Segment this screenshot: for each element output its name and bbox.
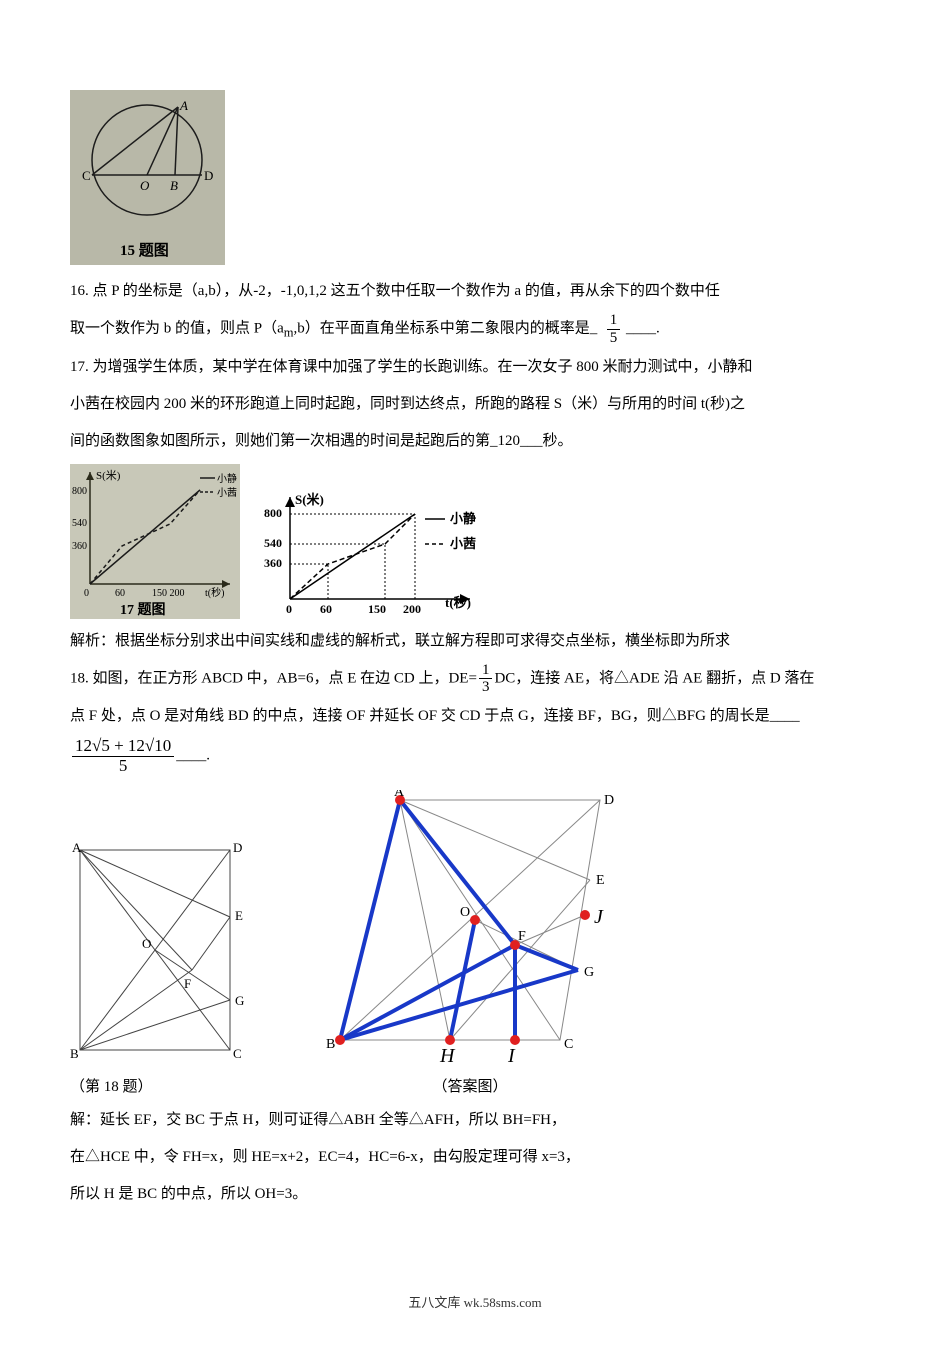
q17-pre: 间的函数图象如图所示，则她们第一次相遇的时间是起跑后的第 (70, 433, 490, 449)
scan-ylabel: S(米) (96, 469, 121, 482)
q16-answer-frac: 1 5 (607, 312, 621, 346)
q16-text-mid: ,b）在平面直角坐标系中第二象限内的概率是_ (294, 320, 598, 336)
fig-e: E (235, 908, 243, 923)
ans-g: G (584, 965, 594, 980)
page-footer: 五八文库 wk.58sms.com (0, 1292, 950, 1311)
fig-c: C (233, 1046, 242, 1061)
q18-pre: 18. 如图，在正方形 ABCD 中，AB=6，点 E 在边 CD 上，DE= (70, 670, 477, 686)
scan-x0: 0 (84, 588, 89, 599)
q18-ans-post: ____. (176, 748, 210, 764)
q18-caption-right: （答案图） (320, 1075, 620, 1096)
q18-ans-svg: A D B C E G F O H I J (320, 790, 620, 1070)
q18-sol-c: 所以 H 是 BC 的中点，所以 OH=3。 (70, 1178, 880, 1211)
q17-answer: _120___ (490, 433, 543, 449)
fig-f: F (184, 976, 191, 991)
q17-line2: 小茜在校园内 200 米的环形跑道上同时起跑，同时到达终点，所跑的路程 S（米）… (70, 388, 880, 421)
q17-graph-scan: S(米) 800 540 360 0 60 150 200 t(秒) 小静 小茜… (70, 464, 240, 619)
scan-x150: 150 200 (152, 588, 185, 599)
clear-xlabel: t(秒) (445, 595, 471, 610)
scan-x60: 60 (115, 588, 125, 599)
ans-d: D (604, 793, 614, 808)
q16-line2: 取一个数作为 b 的值，则点 P（am,b）在平面直角坐标系中第二象限内的概率是… (70, 312, 880, 347)
q16-line1: 16. 点 P 的坐标是（a,b），从-2，-1,0,1,2 这五个数中任取一个… (70, 275, 880, 308)
q16-text-pre: 取一个数作为 b 的值，则点 P（a (70, 320, 284, 336)
ans-c: C (564, 1037, 573, 1052)
q18-sol-a: 解：延长 EF，交 BC 于点 H，则可证得△ABH 全等△AFH，所以 BH=… (70, 1104, 880, 1137)
ans-h: H (439, 1045, 456, 1067)
q18-line2: 点 F 处，点 O 是对角线 BD 的中点，连接 OF 并延长 OF 交 CD … (70, 700, 880, 733)
q16-sub: m (284, 325, 294, 339)
fig-b: B (70, 1046, 79, 1061)
fig-a: A (72, 840, 82, 855)
clear-ylabel: S(米) (295, 492, 324, 507)
q18-sol-b: 在△HCE 中，令 FH=x，则 HE=x+2，EC=4，HC=6-x，由勾股定… (70, 1141, 880, 1174)
q15-caption: 15 题图 (120, 242, 169, 259)
fig-o: O (142, 936, 151, 951)
label-d: D (204, 168, 213, 183)
scan-y540: 540 (72, 518, 87, 529)
q18-ans-num: 12√5 + 12√10 (72, 737, 174, 757)
ans-f: F (518, 929, 526, 944)
ans-i: I (507, 1045, 516, 1067)
scan-y800: 800 (72, 486, 87, 497)
ans-j: J (594, 906, 604, 928)
q17-explain: 解析：根据坐标分别求出中间实线和虚线的解析式，联立解方程即可求得交点坐标，横坐标… (70, 625, 880, 658)
q17-post: 秒。 (543, 433, 573, 449)
clear-x60: 60 (320, 602, 332, 616)
q16-ans-num: 1 (607, 312, 621, 330)
q18-figures: A D B C E G F O (70, 790, 880, 1070)
label-a: A (179, 98, 188, 113)
q18-fig-right: A D B C E G F O H I J (320, 790, 620, 1070)
scan-leg2: 小茜 (217, 487, 237, 499)
clear-x200: 200 (403, 602, 421, 616)
q18-frac-num: 1 (479, 662, 493, 680)
q18-line1: 18. 如图，在正方形 ABCD 中，AB=6，点 E 在边 CD 上，DE= … (70, 662, 880, 696)
q18-frac: 1 3 (479, 662, 493, 696)
clear-leg1: 小静 (450, 511, 476, 526)
q17-line3: 间的函数图象如图所示，则她们第一次相遇的时间是起跑后的第_120___秒。 (70, 425, 880, 458)
clear-leg2: 小茜 (450, 536, 476, 551)
q16-post: ____. (626, 320, 660, 336)
q15-svg: C D O B A 15 题图 (70, 90, 225, 265)
q18-fig-svg: A D B C E G F O (70, 840, 280, 1070)
ans-e: E (596, 873, 605, 888)
q18-answer-line: 12√5 + 12√10 5 ____. (70, 737, 880, 775)
clear-y360: 360 (264, 556, 282, 570)
scan-caption: 17 题图 (120, 602, 166, 618)
fig-d: D (233, 840, 242, 855)
q18-post1: DC，连接 AE，将△ADE 沿 AE 翻折，点 D 落在 (494, 670, 814, 686)
scan-leg1: 小静 (217, 472, 237, 485)
q18-caption-left: （第 18 题） (70, 1075, 280, 1096)
clear-y540: 540 (264, 536, 282, 550)
label-c: C (82, 168, 91, 183)
ans-o: O (460, 905, 470, 920)
q18-frac-den: 3 (479, 679, 493, 696)
clear-y800: 800 (264, 506, 282, 520)
fig-g: G (235, 993, 244, 1008)
q15-figure: C D O B A 15 题图 (70, 90, 225, 265)
q16-ans-den: 5 (607, 330, 621, 347)
ans-b: B (326, 1037, 335, 1052)
q17-scan-svg: S(米) 800 540 360 0 60 150 200 t(秒) 小静 小茜… (70, 464, 240, 619)
label-o: O (140, 178, 150, 193)
scan-y360: 360 (72, 541, 87, 552)
q18-captions: （第 18 题） （答案图） (70, 1075, 880, 1096)
q17-graphs: S(米) 800 540 360 0 60 150 200 t(秒) 小静 小茜… (70, 464, 880, 619)
q17-graph-clear: S(米) 800 540 360 0 60 150 200 t(秒) 小静 小茜 (260, 489, 490, 619)
q18-fig-left: A D B C E G F O (70, 840, 280, 1070)
q18-answer-frac: 12√5 + 12√10 5 (72, 737, 174, 775)
label-b: B (170, 178, 178, 193)
q18-ans-den: 5 (72, 757, 174, 776)
ans-a: A (394, 790, 405, 800)
scan-xlabel: t(秒) (205, 586, 224, 599)
q17-line1: 17. 为增强学生体质，某中学在体育课中加强了学生的长跑训练。在一次女子 800… (70, 351, 880, 384)
q17-clear-svg: S(米) 800 540 360 0 60 150 200 t(秒) 小静 小茜 (260, 489, 490, 619)
clear-x150: 150 (368, 602, 386, 616)
clear-x0: 0 (286, 602, 292, 616)
